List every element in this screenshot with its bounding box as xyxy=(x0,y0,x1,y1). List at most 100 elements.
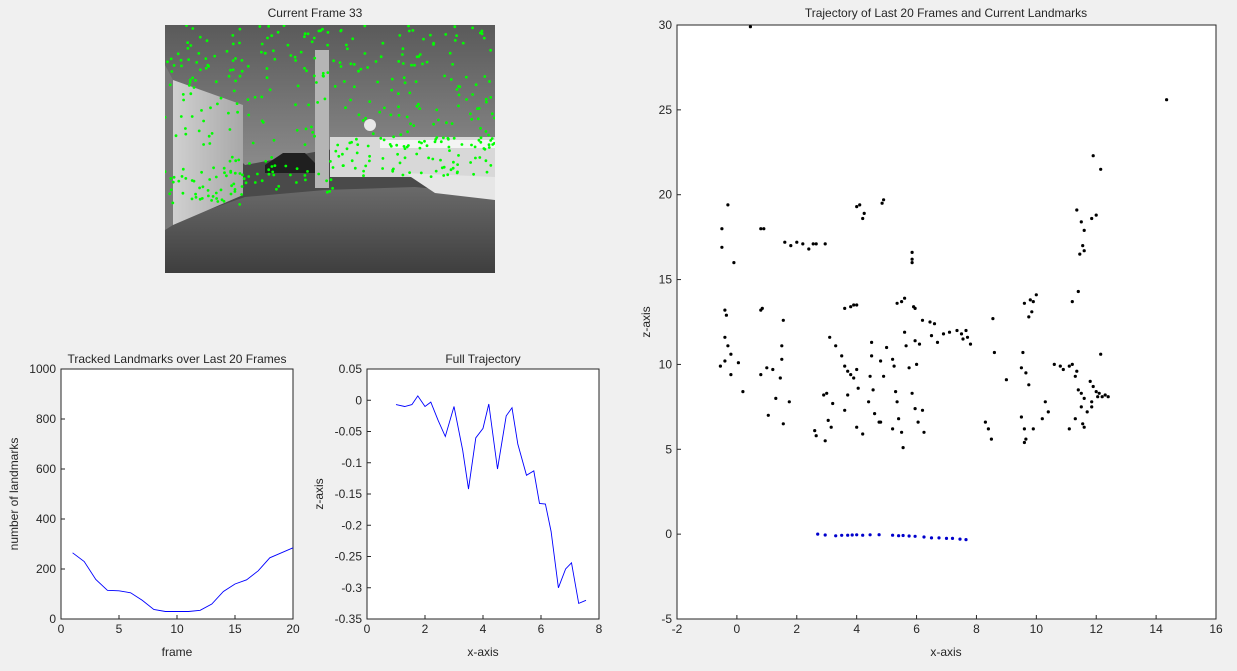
landmark-point xyxy=(891,357,895,361)
keypoint-marker xyxy=(268,88,272,92)
landmark-point xyxy=(903,296,907,300)
keypoint-marker xyxy=(381,167,384,170)
keypoint-marker xyxy=(272,49,275,53)
keypoint-marker xyxy=(371,132,375,136)
keypoint-marker xyxy=(210,132,214,135)
keypoint-marker xyxy=(476,107,479,110)
keypoints xyxy=(165,25,495,206)
keypoint-marker xyxy=(234,57,237,60)
landmark-point xyxy=(903,330,907,334)
keypoint-marker xyxy=(364,164,368,168)
keypoint-marker xyxy=(329,178,333,182)
landmark-point xyxy=(991,317,995,321)
keypoint-marker xyxy=(216,200,220,203)
keypoint-marker xyxy=(480,29,484,33)
landmark-point xyxy=(1004,378,1009,382)
landmark-point xyxy=(814,242,818,246)
keypoint-marker xyxy=(312,36,316,40)
landmark-point xyxy=(920,318,925,322)
landmark-point xyxy=(1024,371,1028,375)
keypoint-marker xyxy=(485,100,488,104)
landmark-point xyxy=(870,340,874,344)
landmark-point xyxy=(1094,390,1098,394)
landmark-point xyxy=(1082,228,1086,232)
landmark-point xyxy=(1031,427,1035,431)
trajectory-point xyxy=(944,536,949,541)
keypoint-marker xyxy=(270,34,274,37)
bright-floor-reflection xyxy=(405,173,495,200)
landmark-point xyxy=(882,374,886,378)
trajectory-point xyxy=(861,533,865,537)
keypoint-marker xyxy=(236,110,239,114)
keypoint-marker xyxy=(418,107,422,110)
trajectory-point xyxy=(850,533,854,537)
keypoint-marker xyxy=(295,167,299,171)
landmark-point xyxy=(1067,427,1071,431)
keypoint-marker xyxy=(247,175,251,178)
landmark-point xyxy=(781,422,785,426)
keypoint-marker xyxy=(457,104,460,108)
keypoint-marker xyxy=(355,151,359,155)
keypoint-marker xyxy=(329,160,332,163)
keypoint-marker xyxy=(471,93,474,96)
keypoint-marker xyxy=(415,104,419,108)
landmark-point xyxy=(762,227,766,231)
landmark-point xyxy=(1076,289,1080,294)
keypoint-marker xyxy=(191,27,195,30)
landmark-point xyxy=(723,359,727,363)
keypoint-marker xyxy=(368,159,371,163)
x-tick-label: 2 xyxy=(422,622,429,636)
keypoint-marker xyxy=(477,138,481,142)
keypoint-marker xyxy=(303,174,307,177)
y-tick-label: 0.05 xyxy=(339,362,363,376)
keypoint-marker xyxy=(197,129,201,133)
keypoint-marker xyxy=(401,47,405,51)
landmark-point xyxy=(1076,388,1080,392)
x-tick-label: 20 xyxy=(286,622,300,636)
landmark-point xyxy=(852,303,856,307)
keypoint-marker xyxy=(476,117,480,121)
keypoint-marker xyxy=(228,128,232,131)
keypoint-marker xyxy=(392,135,395,139)
keypoint-marker xyxy=(444,33,448,36)
left-wall-edge xyxy=(165,65,173,230)
keypoint-marker xyxy=(169,188,173,192)
landmark-point xyxy=(1100,395,1104,399)
trajectory-point xyxy=(891,533,895,537)
keypoint-marker xyxy=(219,188,223,192)
keypoint-marker xyxy=(346,47,349,51)
trajectory-point xyxy=(816,532,820,536)
keypoint-marker xyxy=(237,158,241,162)
x-tick-label: 15 xyxy=(228,622,242,636)
keypoint-marker xyxy=(411,29,415,32)
keypoint-marker xyxy=(246,64,250,68)
keypoint-marker xyxy=(482,147,486,150)
keypoint-marker xyxy=(219,96,223,100)
keypoint-marker xyxy=(368,100,372,103)
keypoint-marker xyxy=(188,78,192,82)
keypoint-marker xyxy=(451,166,455,170)
keypoint-marker xyxy=(171,180,175,184)
keypoint-marker xyxy=(194,192,197,196)
keypoint-marker xyxy=(227,74,231,78)
keypoint-marker xyxy=(401,62,405,65)
keypoint-marker xyxy=(233,190,237,193)
keypoint-marker xyxy=(296,84,300,88)
bright-opening-top xyxy=(380,140,495,148)
landmark-point xyxy=(907,366,911,370)
keypoint-marker xyxy=(355,137,358,141)
landmark-point xyxy=(868,374,872,378)
keypoint-marker xyxy=(197,52,201,55)
keypoint-marker xyxy=(479,140,483,144)
landmark-point xyxy=(965,335,970,339)
keypoint-marker xyxy=(168,83,172,87)
keypoint-marker xyxy=(474,83,478,87)
keypoint-marker xyxy=(485,170,489,174)
x-tick-label: 0 xyxy=(734,622,741,636)
landmark-point xyxy=(1022,427,1026,431)
keypoint-marker xyxy=(253,95,257,99)
x-tick-label: 8 xyxy=(973,622,980,636)
landmark-point xyxy=(986,427,991,431)
y-tick-label: -0.35 xyxy=(335,612,363,626)
keypoint-marker xyxy=(464,75,468,79)
